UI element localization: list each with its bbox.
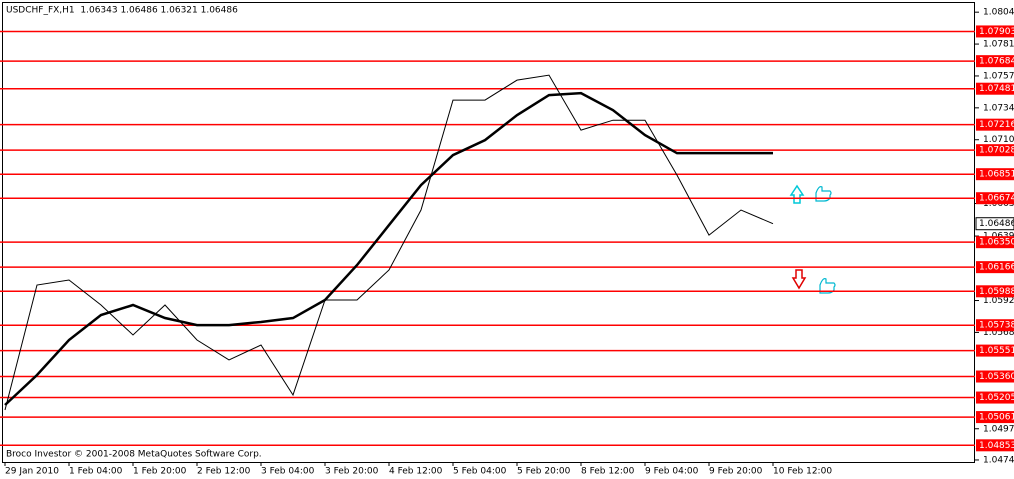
- y-tick-label: 1.07575: [983, 71, 1014, 81]
- x-tick-label: 5 Feb 04:00: [453, 467, 507, 477]
- level-label: 1.04853: [979, 441, 1014, 451]
- y-tick-label: 1.07105: [983, 135, 1014, 145]
- x-tick-label: 3 Feb 04:00: [261, 467, 315, 477]
- y-tick-label: 1.05685: [983, 328, 1014, 338]
- level-label-box: [976, 55, 1014, 68]
- level-label-box: [976, 192, 1014, 205]
- plot-frame: [2, 2, 975, 463]
- level-label-box: [976, 285, 1014, 298]
- chart-title: USDCHF_FX,H1 1.06343 1.06486 1.06321 1.0…: [6, 6, 238, 16]
- thumb-icon: [815, 186, 832, 202]
- level-label-box: [976, 236, 1014, 249]
- x-tick-label: 9 Feb 20:00: [709, 467, 763, 477]
- level-label-box: [976, 411, 1014, 424]
- level-label-box: [976, 439, 1014, 452]
- level-label: 1.06674: [979, 194, 1014, 204]
- level-label-box: [976, 370, 1014, 383]
- level-label-box: [976, 168, 1014, 181]
- x-tick-label: 1 Feb 04:00: [69, 467, 123, 477]
- x-tick-label: 5 Feb 20:00: [517, 467, 571, 477]
- x-tick-label: 9 Feb 04:00: [645, 467, 699, 477]
- level-label: 1.05360: [979, 372, 1014, 382]
- price-line: [4, 91, 773, 406]
- y-tick-label: 1.07810: [983, 40, 1014, 50]
- level-label: 1.05061: [979, 413, 1014, 423]
- level-label-box: [976, 319, 1014, 332]
- level-label: 1.05551: [979, 346, 1014, 356]
- down-arrow: [791, 269, 807, 290]
- level-label: 1.07903: [979, 27, 1014, 37]
- level-label: 1.06166: [979, 263, 1014, 273]
- level-label: 1.07684: [979, 57, 1014, 67]
- last-price-box: [975, 217, 1014, 231]
- level-label: 1.07481: [979, 84, 1014, 94]
- y-tick-label: 1.05920: [983, 296, 1014, 306]
- level-label-box: [976, 144, 1014, 157]
- x-tick-label: 10 Feb 12:00: [773, 467, 832, 477]
- level-label: 1.06851: [979, 170, 1014, 180]
- x-tick-label: 2 Feb 12:00: [197, 467, 251, 477]
- level-label-box: [976, 391, 1014, 404]
- level-label: 1.07028: [979, 146, 1014, 156]
- y-tick-label: 1.07340: [983, 103, 1014, 113]
- y-tick-label: 1.04745: [983, 455, 1014, 465]
- x-tick-label: 4 Feb 12:00: [389, 467, 443, 477]
- price-line: [4, 74, 774, 411]
- level-label: 1.06350: [979, 238, 1014, 248]
- copyright: Broco Investor © 2001-2008 MetaQuotes So…: [6, 450, 262, 460]
- level-label-box: [976, 82, 1014, 95]
- level-label-box: [976, 118, 1014, 131]
- x-tick-label: 3 Feb 20:00: [325, 467, 379, 477]
- x-tick-label: 1 Feb 20:00: [133, 467, 187, 477]
- level-label: 1.05738: [979, 321, 1014, 331]
- level-label-box: [976, 261, 1014, 274]
- y-tick-label: 1.04975: [983, 424, 1014, 434]
- level-label-box: [976, 25, 1014, 38]
- x-tick-label: 8 Feb 12:00: [581, 467, 635, 477]
- level-label: 1.07216: [979, 120, 1014, 130]
- thumb-icon: [819, 278, 836, 294]
- y-tick-label: 1.08045: [983, 8, 1014, 18]
- level-label: 1.05988: [979, 287, 1014, 297]
- last-price-label: 1.06486: [979, 219, 1014, 229]
- level-label-box: [976, 344, 1014, 357]
- level-label: 1.05205: [979, 393, 1014, 403]
- x-tick-label: 29 Jan 2010: [5, 467, 59, 477]
